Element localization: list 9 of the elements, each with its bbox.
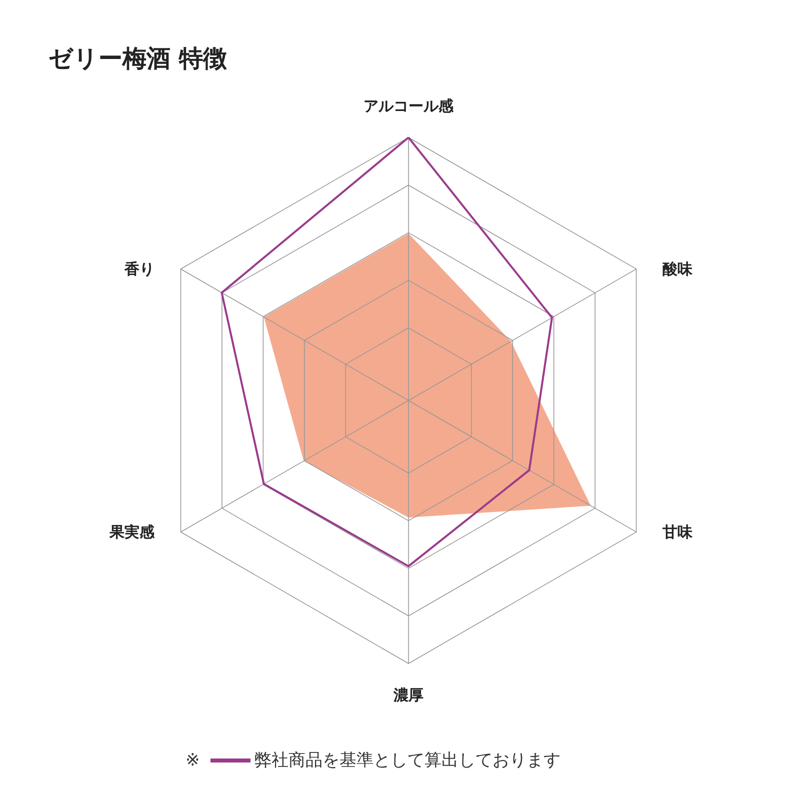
chart-title: ゼリー梅酒 特徴 — [48, 44, 228, 72]
text: ※ — [186, 750, 200, 770]
spoke-label: アルコール感 — [364, 96, 454, 115]
spoke-label: 濃厚 — [392, 686, 424, 704]
legend-label: 弊社商品を基準として算出しております — [254, 750, 560, 770]
spoke-label: 甘味 — [662, 523, 694, 541]
spoke-label: 酸味 — [662, 260, 694, 278]
spoke-label: 果実感 — [108, 523, 156, 541]
spoke-label: 香り — [123, 260, 154, 278]
